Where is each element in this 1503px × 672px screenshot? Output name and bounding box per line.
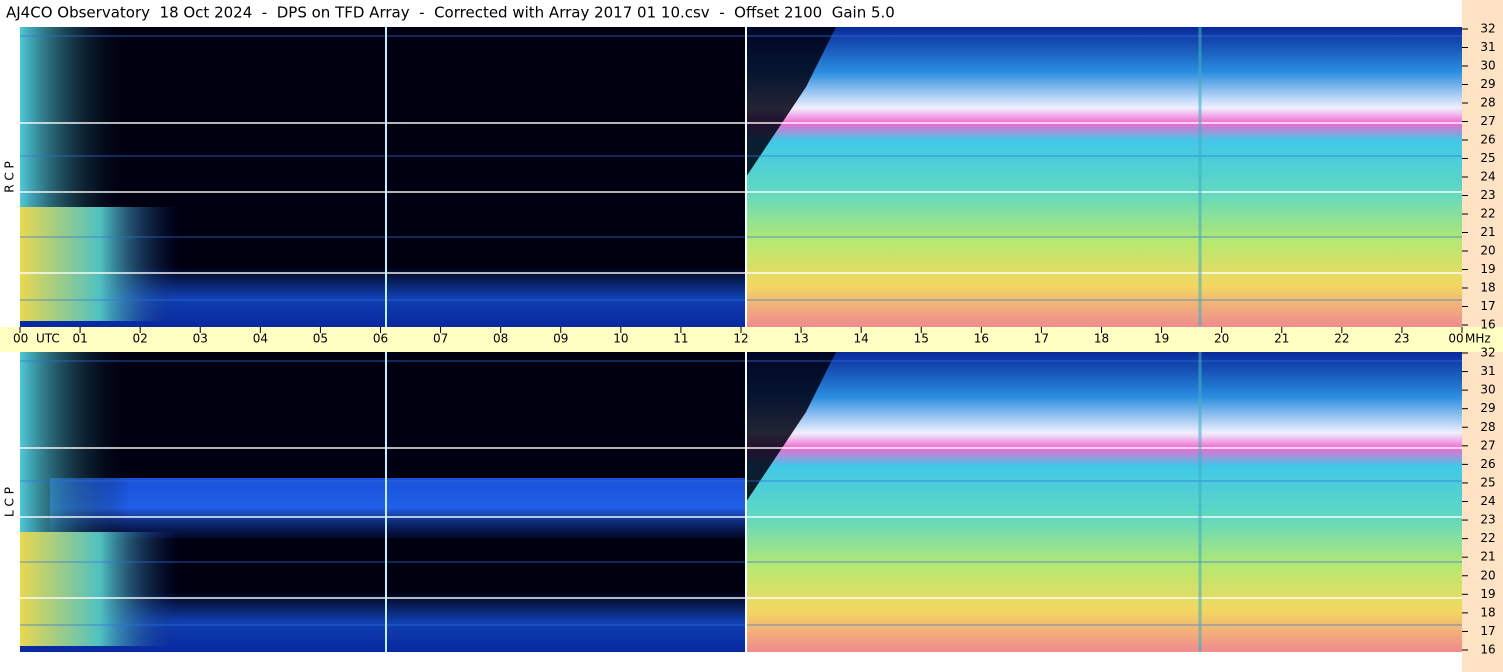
- time-tick-label: 14: [854, 332, 869, 346]
- polarization-label: R C P: [3, 161, 17, 193]
- freq-tick-label: 17: [1480, 624, 1495, 638]
- time-tick-label: 09: [553, 332, 568, 346]
- time-tick-label: 00: [1448, 332, 1463, 346]
- time-tick-label: 19: [1154, 332, 1169, 346]
- time-tick-label: 07: [433, 332, 448, 346]
- spectrum-edge-low: [20, 207, 180, 321]
- time-tick-label: 17: [1034, 332, 1049, 346]
- freq-tick-label: 31: [1480, 364, 1495, 378]
- freq-tick-label: 16: [1480, 643, 1495, 657]
- time-tick-label: 22: [1334, 332, 1349, 346]
- time-tick-label: 23: [1394, 332, 1409, 346]
- freq-tick-label: 24: [1480, 170, 1495, 184]
- time-tick-label: 00: [13, 332, 28, 346]
- time-tick-label: 13: [793, 332, 808, 346]
- time-unit: UTC: [36, 332, 60, 346]
- time-tick-label: 01: [72, 332, 87, 346]
- freq-tick-label: 24: [1480, 494, 1495, 508]
- freq-tick-label: 30: [1480, 59, 1495, 73]
- freq-tick-label: 25: [1480, 151, 1495, 165]
- time-tick-label: 06: [373, 332, 388, 346]
- freq-tick-label: 21: [1480, 550, 1495, 564]
- spectrum-active: [746, 27, 1462, 327]
- time-strip: [0, 327, 1503, 352]
- freq-tick-label: 32: [1480, 22, 1495, 36]
- title: AJ4CO Observatory 18 Oct 2024 - DPS on T…: [6, 4, 895, 22]
- time-tick-label: 05: [313, 332, 328, 346]
- freq-tick-label: 19: [1480, 262, 1495, 276]
- freq-tick-label: 22: [1480, 531, 1495, 545]
- spectrum-transition: [746, 27, 836, 177]
- spectrum-active: [746, 352, 1462, 652]
- freq-tick-label: 19: [1480, 587, 1495, 601]
- freq-tick-label: 23: [1480, 188, 1495, 202]
- freq-tick-label: 17: [1480, 299, 1495, 313]
- polarization-label: L C P: [3, 487, 17, 517]
- spectrum-edge-low: [20, 532, 180, 646]
- freq-tick-label: 27: [1480, 438, 1495, 452]
- freq-tick-label: 16: [1480, 318, 1495, 332]
- freq-tick-label: 30: [1480, 383, 1495, 397]
- time-tick-label: 08: [493, 332, 508, 346]
- time-tick-label: 11: [673, 332, 688, 346]
- time-tick-label: 16: [974, 332, 989, 346]
- freq-tick-label: 25: [1480, 475, 1495, 489]
- freq-tick-label: 27: [1480, 114, 1495, 128]
- freq-tick-label: 29: [1480, 401, 1495, 415]
- time-tick-label: 12: [733, 332, 748, 346]
- freq-tick-label: 28: [1480, 96, 1495, 110]
- spectrum-lcp-band: [50, 478, 746, 538]
- time-tick-label: 20: [1214, 332, 1229, 346]
- freq-tick-label: 23: [1480, 513, 1495, 527]
- freq-tick-label: 20: [1480, 568, 1495, 582]
- freq-tick-label: 26: [1480, 133, 1495, 147]
- time-tick-label: 04: [253, 332, 268, 346]
- spectrum-edge: [20, 352, 130, 547]
- time-tick-label: 03: [193, 332, 208, 346]
- freq-tick-label: 22: [1480, 207, 1495, 221]
- freq-tick-label: 31: [1480, 40, 1495, 54]
- time-tick-label: 10: [613, 332, 628, 346]
- freq-tick-label: 26: [1480, 457, 1495, 471]
- freq-tick-label: 18: [1480, 281, 1495, 295]
- spectrum-transition: [746, 352, 836, 502]
- freq-unit: MHz: [1465, 332, 1491, 346]
- time-tick-label: 02: [133, 332, 148, 346]
- time-tick-label: 18: [1094, 332, 1109, 346]
- spectrum-edge: [20, 27, 130, 222]
- freq-tick-label: 32: [1480, 346, 1495, 360]
- freq-tick-label: 28: [1480, 420, 1495, 434]
- time-tick-label: 21: [1274, 332, 1289, 346]
- freq-tick-label: 21: [1480, 225, 1495, 239]
- freq-tick-label: 29: [1480, 77, 1495, 91]
- freq-tick-label: 20: [1480, 244, 1495, 258]
- freq-tick-label: 18: [1480, 605, 1495, 619]
- time-tick-label: 15: [914, 332, 929, 346]
